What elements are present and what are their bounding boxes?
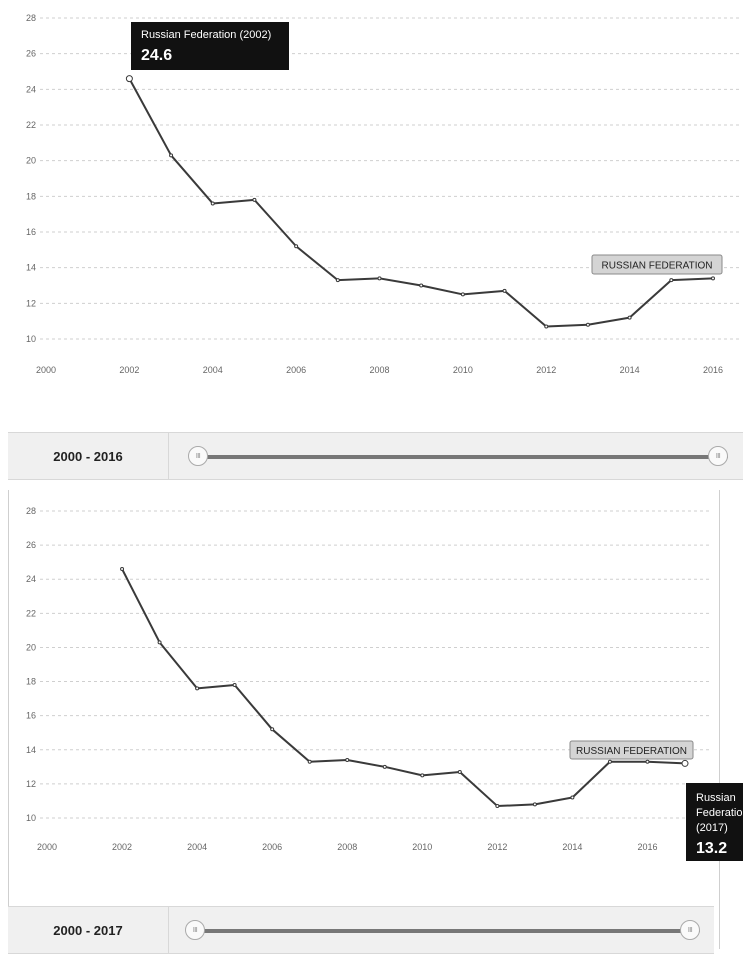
x-tick-label: 2012 [536,365,556,375]
chart-frame-2 [8,490,720,949]
chart-panel-1: 10 12 14 16 18 20 22 24 26 28 2000 2002 2004 2006 2008… [8,13,743,480]
data-point[interactable] [419,283,424,288]
x-tick-label: 2008 [369,365,389,375]
range-selector-1[interactable]: 2000 - 2016 III III [8,432,743,480]
range-handle-end[interactable]: III [708,446,728,466]
x-tick-label: 2014 [620,365,640,375]
data-point[interactable] [345,758,350,763]
x-tick-label: 2004 [187,842,207,852]
data-point[interactable] [120,566,125,571]
chart-panel-2: 10 12 14 16 18 20 22 24 26 28 2000 2002 2004 2006 2008… [0,490,743,954]
y-tick-label: 20 [26,642,36,652]
y-tick-label: 12 [26,779,36,789]
x-tick-label: 2014 [562,842,582,852]
range-handle-start[interactable]: III [185,920,205,940]
y-tick-label: 22 [26,608,36,618]
data-point[interactable] [157,640,162,645]
y-tick-label: 14 [26,745,36,755]
x-tick-label: 2006 [262,842,282,852]
y-tick-label: 20 [26,156,36,166]
data-point[interactable] [502,288,507,293]
y-tick-label: 16 [26,711,36,721]
y-tick-label: 22 [26,120,36,130]
range-handle-start[interactable]: III [188,446,208,466]
series-legend-label: RUSSIAN FEDERATION [576,746,687,757]
x-tick-label: 2000 [36,365,56,375]
data-point[interactable] [377,276,382,281]
x-tick-label: 2004 [203,365,223,375]
x-tick-label: 2012 [487,842,507,852]
data-point[interactable] [457,769,462,774]
x-tick-label: 2002 [119,365,139,375]
series-legend-label: RUSSIAN FEDERATION [602,261,713,272]
series-line [128,78,714,328]
line-chart-1: 10 12 14 16 18 20 22 24 26 28 2000 2002 2004 2006 2008… [26,13,740,375]
y-tick-label: 10 [26,813,36,823]
data-point[interactable] [270,727,275,732]
x-tick-label: 2000 [37,842,57,852]
range-handle-end[interactable]: III [680,920,700,940]
data-point[interactable] [210,201,215,206]
tooltip-name-line: (2017) [696,822,728,834]
range-selector-2[interactable]: 2000 - 2017 III III [8,906,714,954]
x-tick-label: 2006 [286,365,306,375]
y-tick-label: 10 [26,334,36,344]
data-point[interactable] [645,759,650,764]
y-tick-label: 18 [26,677,36,687]
y-tick-label: 24 [26,574,36,584]
data-point[interactable] [169,153,174,158]
series-legend-box [569,740,694,760]
data-point[interactable] [335,278,340,283]
line-chart-2: 10 12 14 16 18 20 22 24 26 28 2000 2002 2004 2006 2008… [26,506,743,861]
data-point[interactable] [607,759,612,764]
data-point[interactable] [495,804,500,809]
data-point[interactable] [307,759,312,764]
x-tick-label: 2002 [112,842,132,852]
data-point[interactable] [460,292,465,297]
data-point[interactable] [681,759,689,767]
data-point[interactable] [711,276,715,281]
range-label: 2000 - 2016 [8,433,169,479]
data-point[interactable] [627,315,632,320]
tooltip-box [686,783,743,861]
y-tick-label: 12 [26,298,36,308]
tooltip-value: 24.6 [141,47,172,64]
data-point[interactable] [544,324,549,329]
y-tick-label: 16 [26,227,36,237]
data-point[interactable] [195,686,200,691]
data-point[interactable] [232,682,237,687]
data-point[interactable] [669,278,674,283]
data-point[interactable] [570,795,575,800]
range-track[interactable] [198,455,728,459]
series-line [121,568,686,808]
y-tick-label: 28 [26,13,36,23]
series-legend-box [591,254,723,275]
y-tick-label: 26 [26,49,36,59]
data-point[interactable] [252,197,257,202]
tooltip-box [131,22,289,70]
x-tick-label: 2016 [637,842,657,852]
x-tick-label: 2010 [412,842,432,852]
data-point[interactable] [585,322,590,327]
tooltip-name-line: Federation [696,807,743,819]
y-tick-label: 14 [26,263,36,273]
data-point[interactable] [382,764,387,769]
y-tick-label: 18 [26,191,36,201]
tooltip-value: 13.2 [696,840,727,857]
y-tick-label: 24 [26,84,36,94]
y-tick-label: 28 [26,506,36,516]
tooltip-name-line: Russian [696,792,736,804]
x-tick-label: 2016 [703,365,723,375]
range-label: 2000 - 2017 [8,907,169,953]
tooltip-name: Russian Federation (2002) [141,29,271,41]
x-tick-label: 2010 [453,365,473,375]
data-point[interactable] [294,244,299,249]
data-point[interactable] [125,75,133,83]
data-point[interactable] [420,773,425,778]
y-tick-label: 26 [26,540,36,550]
data-point[interactable] [532,802,537,807]
range-track[interactable] [198,929,700,933]
x-tick-label: 2008 [337,842,357,852]
